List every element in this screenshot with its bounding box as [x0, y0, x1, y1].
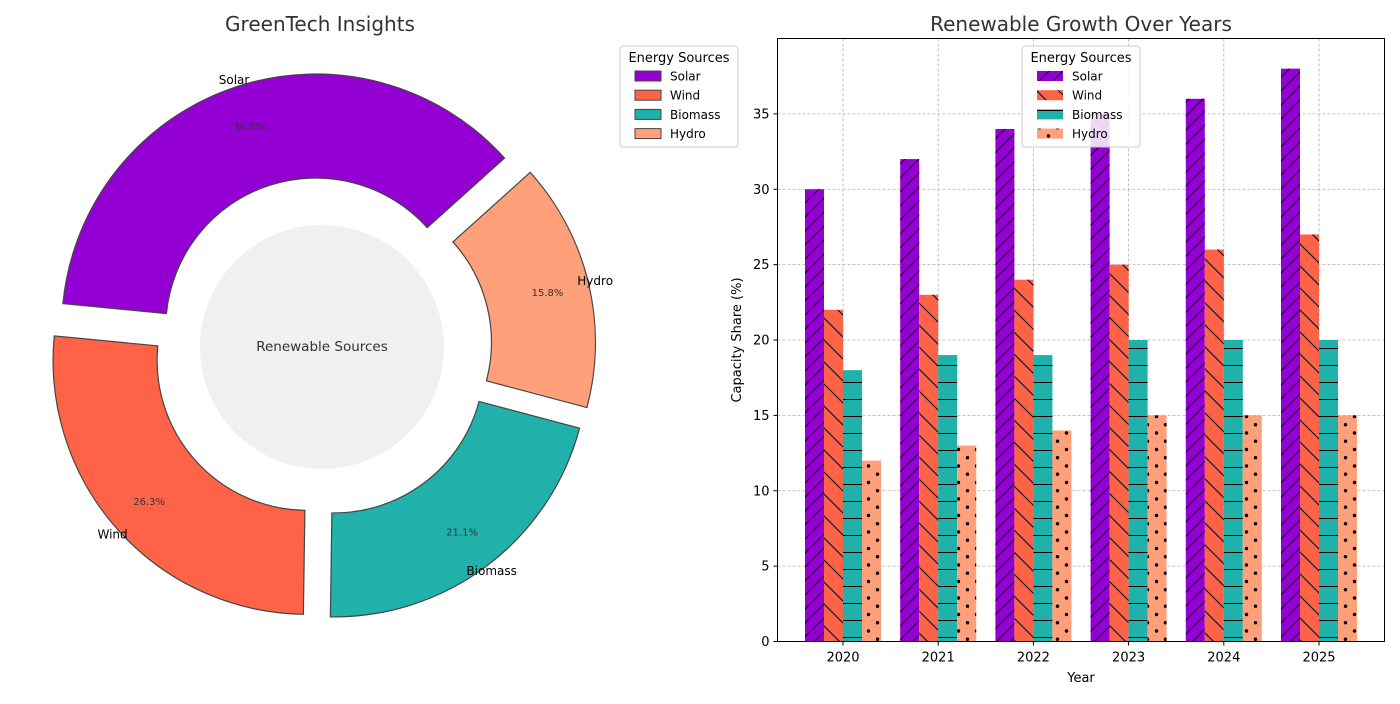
bar-hatch-wind-2022 — [1014, 279, 1034, 642]
bar-hatch-biomass-2023 — [1128, 340, 1148, 642]
bar-legend-label-solar: Solar — [1072, 70, 1103, 84]
bar-y-ticks: 0 5 10 15 20 25 30 35 — [753, 107, 778, 650]
bar-y-axis-label: Capacity Share (%) — [730, 277, 745, 402]
bar-legend-title: Energy Sources — [1030, 51, 1131, 66]
bar-y-tick-label-25: 25 — [753, 258, 770, 273]
donut-legend-swatch-wind — [634, 89, 662, 101]
donut-slice-hydro — [452, 171, 597, 409]
bar-x-ticks: 2020 2021 2022 2023 2024 2025 — [826, 641, 1336, 666]
donut-center-label: Renewable Sources — [256, 339, 388, 355]
bar-bars — [805, 68, 1357, 642]
bar-hatch-solar-2022 — [995, 128, 1015, 642]
bar-chart: Renewable Growth Over Years 051015202530… — [730, 12, 1385, 686]
donut-slices: Solar 36.8% Wind 26.3% Biomass 21.1% Hydro 15.8… — [52, 73, 613, 618]
bar-legend: Energy Sources Solar Wind Biomass Hydro — [1021, 45, 1141, 148]
bar-hatch-solar-2021 — [900, 159, 920, 642]
donut-legend: Energy Sources Solar Wind Biomass Hydro — [619, 45, 739, 148]
bar-hatch-hydro-2021 — [957, 445, 977, 642]
donut-legend-swatch-biomass — [634, 108, 662, 120]
bar-chart-title: Renewable Growth Over Years — [930, 12, 1232, 36]
donut-pct-hydro: 15.8% — [532, 288, 564, 299]
donut-center-circle — [200, 225, 444, 469]
bar-x-tick-label-2025: 2025 — [1302, 651, 1335, 666]
donut-label-biomass: Biomass — [466, 564, 516, 578]
bar-hatch-hydro-2020 — [862, 460, 881, 642]
bar-hatch-hydro-2023 — [1147, 415, 1167, 642]
bar-hatch-hydro-2024 — [1242, 415, 1262, 642]
donut-slice-wind — [52, 335, 306, 615]
bar-hatch-biomass-2020 — [843, 370, 862, 642]
donut-legend-title: Energy Sources — [628, 51, 729, 66]
bar-y-tick-label-20: 20 — [753, 334, 770, 349]
donut-slice-solar — [62, 73, 506, 315]
bar-hatch-wind-2023 — [1109, 264, 1129, 642]
bar-hatch-biomass-2021 — [938, 355, 958, 642]
bar-hatch-solar-2023 — [1090, 113, 1110, 642]
bar-legend-swatch-hatch-hydro — [1037, 128, 1063, 139]
bar-hatch-biomass-2025 — [1319, 340, 1338, 642]
bar-x-tick-label-2021: 2021 — [922, 651, 955, 666]
bar-hatch-wind-2024 — [1204, 249, 1224, 642]
bar-y-tick-label-30: 30 — [753, 183, 770, 198]
donut-label-hydro: Hydro — [577, 274, 613, 288]
bar-legend-swatch-hatch-wind — [1037, 90, 1063, 101]
bar-y-tick-label-0: 0 — [761, 635, 769, 650]
donut-legend-swatch-hydro — [634, 128, 662, 140]
donut-legend-items: Solar Wind Biomass Hydro — [634, 70, 720, 141]
bar-hatch-hydro-2025 — [1338, 415, 1357, 642]
bar-legend-swatch-hatch-solar — [1037, 71, 1063, 81]
donut-chart: GreenTech Insights Solar 36.8% Wind 26.3% Bi… — [52, 12, 739, 618]
bar-x-tick-label-2023: 2023 — [1112, 651, 1145, 666]
bar-y-tick-label-5: 5 — [761, 560, 769, 575]
bar-hatch-wind-2021 — [919, 294, 939, 642]
bar-x-tick-label-2022: 2022 — [1017, 651, 1050, 666]
bar-hatch-solar-2024 — [1185, 98, 1205, 642]
donut-pct-biomass: 21.1% — [446, 527, 478, 538]
donut-pct-solar: 36.8% — [233, 122, 265, 133]
bar-hatch-hydro-2022 — [1052, 430, 1072, 642]
bar-hatch-biomass-2022 — [1033, 355, 1053, 642]
bar-hatch-solar-2025 — [1281, 68, 1300, 642]
donut-legend-label-hydro: Hydro — [670, 127, 706, 141]
bar-hatch-wind-2020 — [824, 309, 843, 642]
donut-legend-label-wind: Wind — [670, 89, 700, 103]
donut-label-solar: Solar — [219, 73, 250, 87]
bar-hatch-wind-2025 — [1300, 234, 1319, 642]
bar-legend-label-hydro: Hydro — [1072, 127, 1108, 141]
bar-legend-label-wind: Wind — [1072, 89, 1102, 103]
donut-legend-label-solar: Solar — [670, 70, 701, 84]
bar-legend-label-biomass: Biomass — [1072, 108, 1122, 122]
bar-legend-items: Solar Wind Biomass Hydro — [1037, 70, 1122, 141]
bar-hatch-solar-2020 — [805, 189, 824, 642]
bar-x-tick-label-2024: 2024 — [1207, 651, 1240, 666]
donut-slice-biomass — [329, 400, 581, 618]
donut-legend-swatch-solar — [634, 70, 662, 82]
bar-y-tick-label-35: 35 — [753, 107, 770, 122]
bar-y-tick-label-10: 10 — [753, 484, 770, 499]
donut-legend-label-biomass: Biomass — [670, 108, 720, 122]
donut-chart-title: GreenTech Insights — [225, 12, 415, 36]
bar-y-tick-label-15: 15 — [753, 409, 770, 424]
bar-hatch-biomass-2024 — [1223, 340, 1243, 642]
donut-pct-wind: 26.3% — [133, 497, 165, 508]
bar-x-tick-label-2020: 2020 — [826, 651, 859, 666]
donut-label-wind: Wind — [98, 527, 128, 541]
bar-x-axis-label: Year — [1066, 671, 1095, 686]
bar-legend-swatch-hatch-biomass — [1037, 109, 1063, 120]
